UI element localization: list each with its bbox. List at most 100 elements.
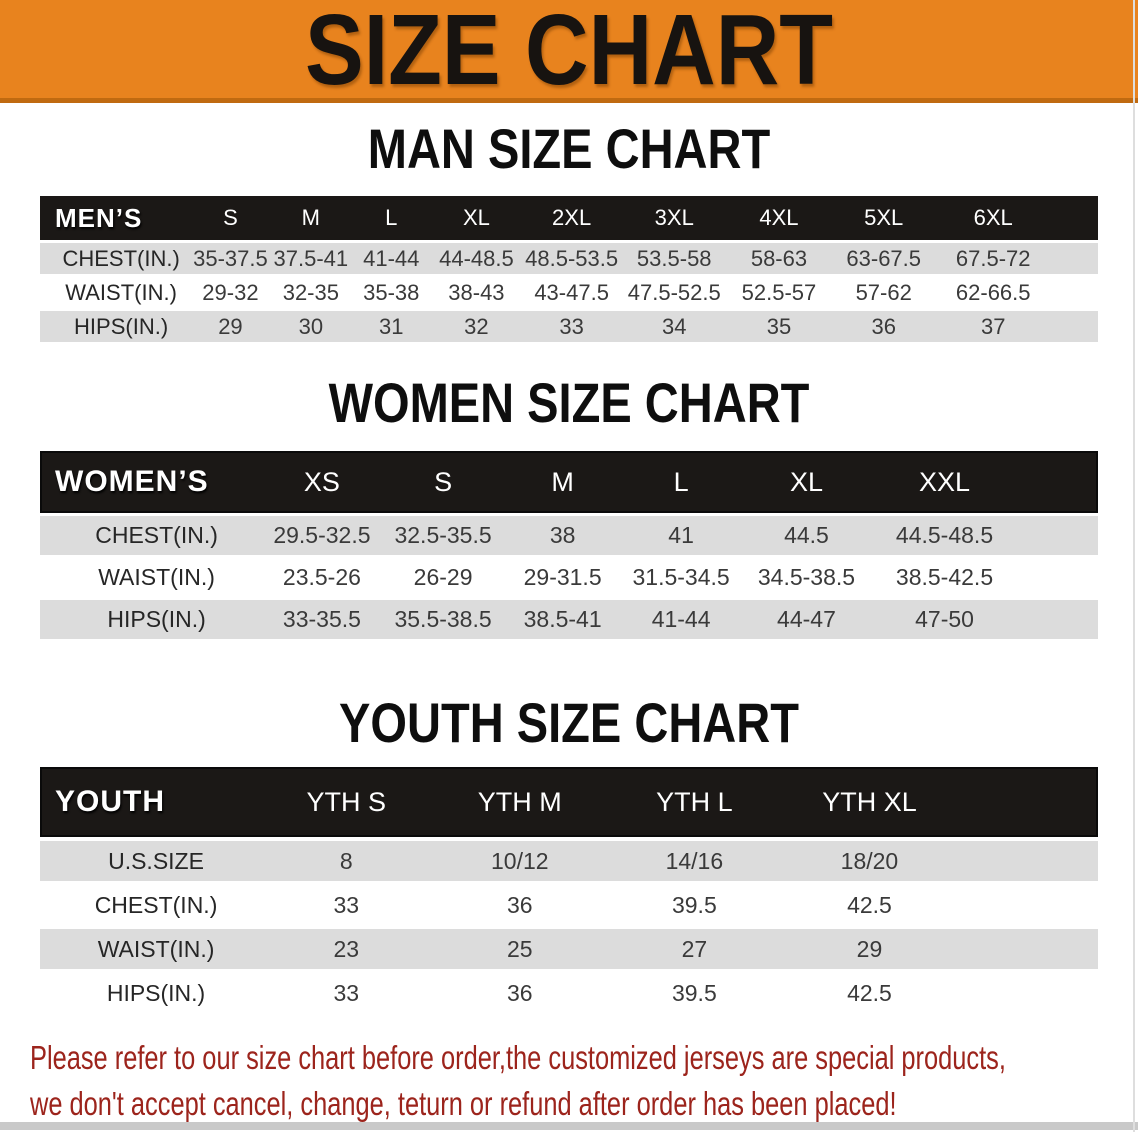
cell-value: 38 <box>549 522 576 548</box>
table-row: WAIST(IN.) 23 25 27 29 <box>40 929 1098 969</box>
row-label: U.S.SIZE <box>108 847 204 874</box>
row-label: WAIST(IN.) <box>97 935 215 962</box>
cell-value: 32-35 <box>282 279 339 305</box>
size-table: YOUTH YTH S YTH M YTH L YTH XL U.S.SIZE 8 10/12… <box>40 767 1098 1013</box>
row-label: CHEST(IN.) <box>62 245 180 271</box>
table-row: HIPS(IN.) 29 30 31 32 33 34 35 36 37 <box>40 311 1098 342</box>
right-edge-line <box>1133 0 1135 1132</box>
table-row: WAIST(IN.) 29-32 32-35 35-38 38-43 43-47.5 47.… <box>40 277 1098 308</box>
column-header: YTH M <box>477 786 562 817</box>
cell-value: 47-50 <box>915 606 974 632</box>
section-heading: WOMEN SIZE CHART <box>328 371 810 434</box>
cell-value: 25 <box>507 935 533 962</box>
cell-value: 34 <box>662 313 687 339</box>
cell-value: 41 <box>668 522 694 548</box>
table-corner-label: YOUTH <box>55 785 165 818</box>
column-header: S <box>223 205 238 230</box>
row-label: HIPS(IN.) <box>107 606 206 632</box>
section-heading: MAN SIZE CHART <box>367 117 771 180</box>
cell-value: 36 <box>871 313 896 339</box>
cell-value: 33 <box>333 891 360 918</box>
column-header: XL <box>462 205 490 230</box>
cell-value: 53.5-58 <box>636 245 712 271</box>
disclaimer-line-2: we don't accept cancel, change, teturn o… <box>30 1085 897 1122</box>
disclaimer: Please refer to our size chart before or… <box>30 1035 1138 1127</box>
column-header: M <box>551 466 574 497</box>
column-header: 4XL <box>759 205 799 230</box>
column-header: L <box>673 466 689 497</box>
cell-value: 42.5 <box>847 891 892 918</box>
column-header: YTH XL <box>822 786 917 817</box>
table-row: HIPS(IN.) 33-35.5 35.5-38.5 38.5-41 41-44 44-… <box>40 600 1098 639</box>
cell-value: 33 <box>559 313 584 339</box>
cell-value: 36 <box>507 979 533 1006</box>
cell-value: 18/20 <box>840 847 899 874</box>
cell-value: 31 <box>379 313 404 339</box>
column-header: XL <box>789 466 823 497</box>
cell-value: 33-35.5 <box>282 606 361 632</box>
cell-value: 39.5 <box>671 891 717 918</box>
cell-value: 32.5-35.5 <box>394 522 492 548</box>
women-size-section: WOMEN SIZE CHART WOMEN’S XS S M L XL XXL CHEST(I… <box>0 375 1138 639</box>
size-table: WOMEN’S XS S M L XL XXL CHEST(IN.) 29.5-32.5 32.5… <box>40 451 1098 639</box>
disclaimer-line-1: Please refer to our size chart before or… <box>30 1039 1006 1076</box>
column-header: 2XL <box>552 205 592 230</box>
cell-value: 23 <box>333 935 360 962</box>
table-header-row: WOMEN’S XS S M L XL XXL <box>40 451 1098 513</box>
cell-value: 63-67.5 <box>846 245 922 271</box>
cell-value: 14/16 <box>665 847 724 874</box>
cell-value: 29-31.5 <box>523 564 602 590</box>
cell-value: 37.5-41 <box>273 245 349 271</box>
cell-value: 30 <box>298 313 324 339</box>
cell-value: 44.5 <box>784 522 829 548</box>
table-corner-label: WOMEN’S <box>55 465 209 498</box>
cell-value: 29 <box>218 313 243 339</box>
column-header: 3XL <box>654 205 694 230</box>
cell-value: 34.5-38.5 <box>757 564 856 590</box>
cell-value: 38-43 <box>448 279 505 305</box>
men-size-section: MAN SIZE CHART MEN’S S M L XL 2XL 3XL 4XL 5XL 6XL C… <box>0 121 1138 342</box>
cell-value: 35 <box>766 313 792 339</box>
cell-value: 29.5-32.5 <box>273 522 371 548</box>
cell-value: 8 <box>339 847 353 874</box>
youth-size-section: YOUTH SIZE CHART YOUTH YTH S YTH M YTH L YTH … <box>0 695 1138 1013</box>
column-header: XS <box>303 466 340 497</box>
column-header: 5XL <box>864 205 904 230</box>
column-header: L <box>385 205 398 230</box>
banner-title: SIZE CHART <box>305 0 833 106</box>
column-header: S <box>434 466 453 497</box>
table-row: CHEST(IN.) 35-37.5 37.5-41 41-44 44-48.5 48.5… <box>40 243 1098 274</box>
cell-value: 31.5-34.5 <box>632 564 730 590</box>
cell-value: 43-47.5 <box>534 279 609 305</box>
cell-value: 26-29 <box>413 564 473 590</box>
banner: SIZE CHART <box>0 0 1138 103</box>
cell-value: 48.5-53.5 <box>525 245 619 271</box>
cell-value: 35-37.5 <box>193 245 268 271</box>
row-label: HIPS(IN.) <box>74 313 169 339</box>
cell-value: 39.5 <box>671 979 717 1006</box>
cell-value: 23.5-26 <box>282 564 361 590</box>
cell-value: 10/12 <box>491 847 549 874</box>
table-row: U.S.SIZE 8 10/12 14/16 18/20 <box>40 841 1098 881</box>
row-label: CHEST(IN.) <box>95 522 218 548</box>
cell-value: 33 <box>333 979 360 1006</box>
table-corner-label: MEN’S <box>55 202 143 233</box>
cell-value: 35-38 <box>363 279 420 305</box>
cell-value: 38.5-41 <box>523 606 602 632</box>
cell-value: 44-47 <box>777 606 836 632</box>
cell-value: 57-62 <box>855 279 912 305</box>
cell-value: 29 <box>856 935 883 962</box>
column-header: M <box>301 205 320 230</box>
table-header-row: YOUTH YTH S YTH M YTH L YTH XL <box>40 767 1098 837</box>
section-heading: YOUTH SIZE CHART <box>339 691 799 754</box>
table-header-row: MEN’S S M L XL 2XL 3XL 4XL 5XL 6XL <box>40 196 1098 240</box>
cell-value: 62-66.5 <box>955 279 1031 305</box>
size-table: MEN’S S M L XL 2XL 3XL 4XL 5XL 6XL CHEST(IN.) 35-37… <box>40 196 1098 342</box>
cell-value: 37 <box>980 313 1006 339</box>
column-header: 6XL <box>973 205 1013 230</box>
cell-value: 44-48.5 <box>439 245 514 271</box>
table-row: CHEST(IN.) 29.5-32.5 32.5-35.5 38 41 44.5 44.5… <box>40 516 1098 555</box>
cell-value: 67.5-72 <box>955 245 1031 271</box>
row-label: HIPS(IN.) <box>106 979 206 1006</box>
cell-value: 27 <box>681 935 708 962</box>
